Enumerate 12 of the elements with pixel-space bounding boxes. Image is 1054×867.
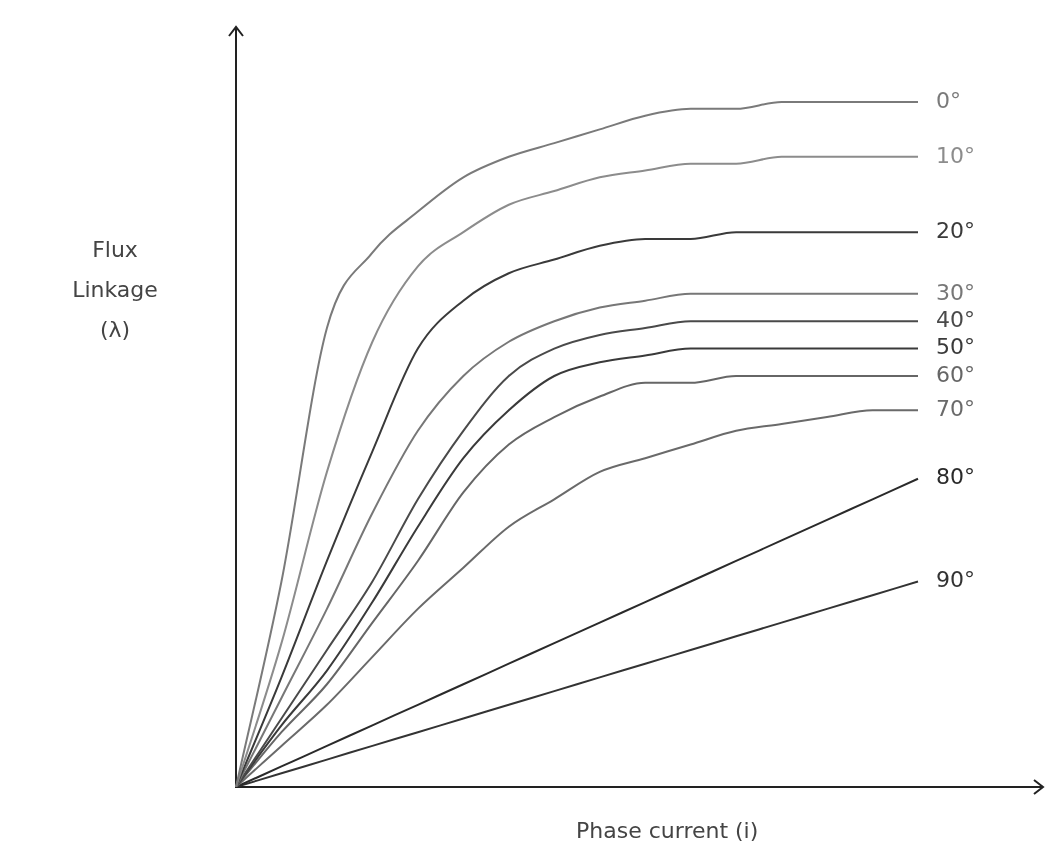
series-label: 60° — [936, 361, 975, 387]
series-label: 20° — [936, 217, 975, 243]
series-label: 40° — [936, 306, 975, 332]
x-axis-title: Phase current (i) — [576, 818, 759, 843]
series-label: 50° — [936, 334, 975, 360]
series-label: 90° — [936, 567, 975, 593]
series-label: 30° — [936, 279, 975, 305]
series-label: 0° — [936, 87, 961, 113]
series-label: 70° — [936, 395, 975, 421]
series-label: 10° — [936, 142, 975, 168]
y-axis-title: Flux Linkage (λ) — [71, 236, 159, 344]
series-label: 80° — [936, 464, 975, 490]
